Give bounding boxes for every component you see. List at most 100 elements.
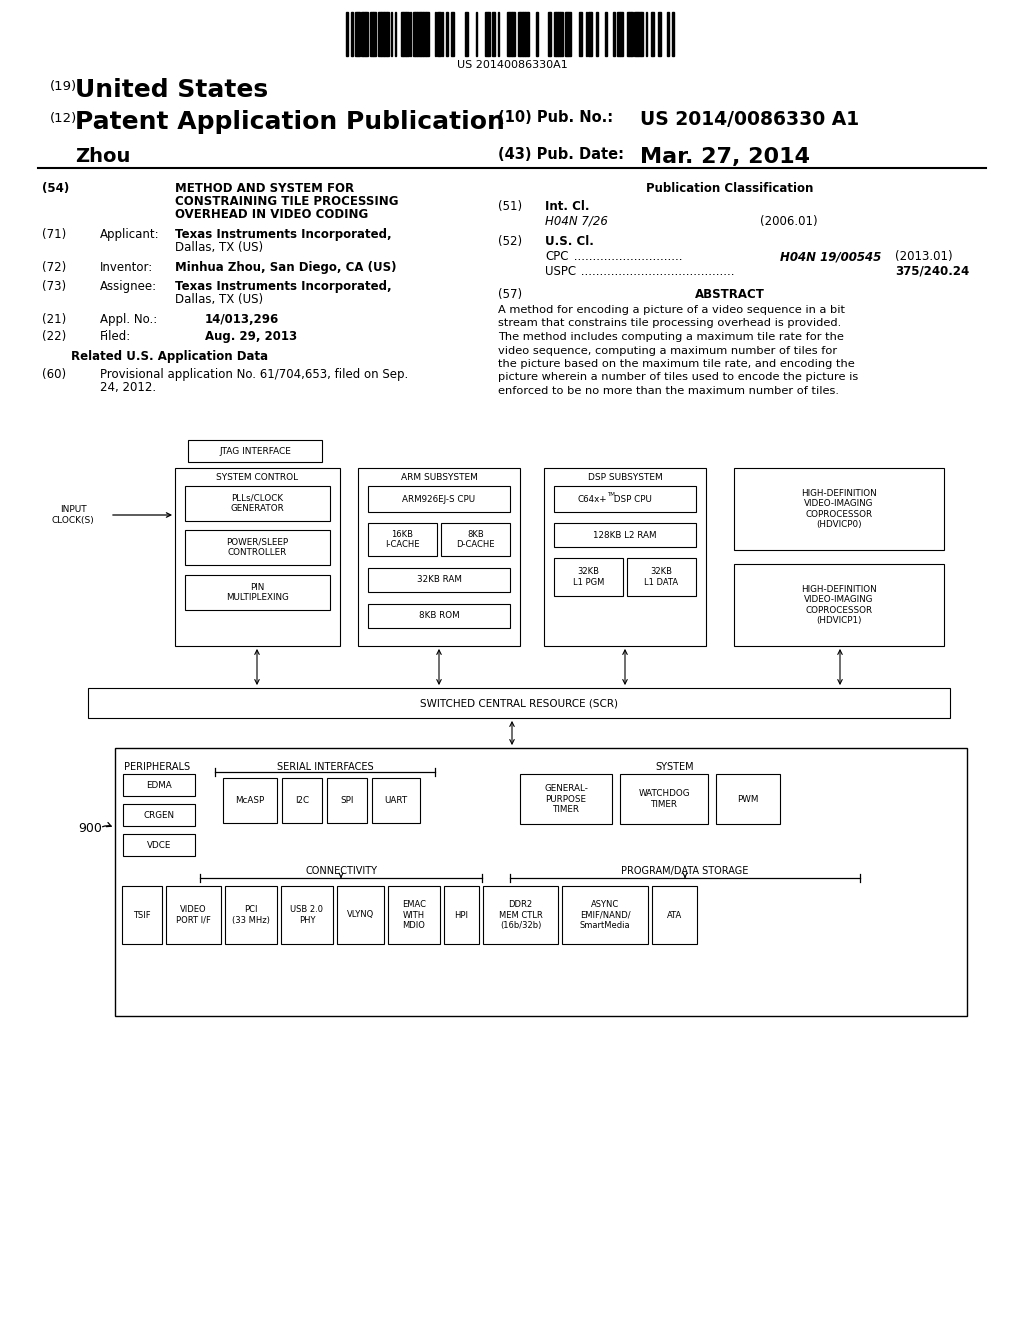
- Text: SYSTEM: SYSTEM: [655, 762, 694, 772]
- Bar: [175, 469, 340, 645]
- Bar: [492, 12, 495, 55]
- Bar: [488, 12, 490, 55]
- Bar: [346, 12, 348, 55]
- Bar: [518, 12, 520, 55]
- Text: CRGEN: CRGEN: [143, 810, 174, 820]
- Text: .............................: .............................: [570, 249, 686, 263]
- Text: DDR2
MEM CTLR
(16b/32b): DDR2 MEM CTLR (16b/32b): [499, 900, 543, 929]
- Bar: [523, 12, 525, 55]
- Text: DSP CPU: DSP CPU: [611, 495, 652, 503]
- Text: HIGH-DEFINITION
VIDEO-IMAGING
COPROCESSOR
(HDVICP1): HIGH-DEFINITION VIDEO-IMAGING COPROCESSO…: [801, 585, 877, 626]
- Bar: [372, 777, 420, 822]
- Text: 375/240.24: 375/240.24: [895, 265, 970, 279]
- Bar: [406, 12, 409, 55]
- Bar: [437, 12, 439, 55]
- Text: TSIF: TSIF: [133, 911, 151, 920]
- Text: HPI: HPI: [455, 911, 469, 920]
- Text: EMAC
WITH
MDIO: EMAC WITH MDIO: [402, 900, 426, 929]
- Text: US 20140086330A1: US 20140086330A1: [457, 59, 567, 70]
- Text: PWM: PWM: [737, 795, 759, 804]
- Text: Patent Application Publication: Patent Application Publication: [75, 110, 505, 135]
- Bar: [446, 12, 449, 55]
- Bar: [185, 531, 330, 565]
- Text: 8KB ROM: 8KB ROM: [419, 611, 460, 620]
- Text: 14/013,296: 14/013,296: [205, 313, 280, 326]
- Text: (10) Pub. No.:: (10) Pub. No.:: [498, 110, 613, 125]
- Bar: [384, 12, 387, 55]
- Text: (73): (73): [42, 280, 67, 293]
- Text: 24, 2012.: 24, 2012.: [100, 381, 156, 393]
- Bar: [652, 886, 697, 944]
- Bar: [451, 12, 454, 55]
- Text: (21): (21): [42, 313, 67, 326]
- Bar: [378, 12, 381, 55]
- Text: USPC: USPC: [545, 265, 577, 279]
- Bar: [627, 558, 696, 597]
- Bar: [485, 12, 488, 55]
- Text: Dallas, TX (US): Dallas, TX (US): [175, 293, 263, 306]
- Text: United States: United States: [75, 78, 268, 102]
- Bar: [525, 12, 528, 55]
- Text: Dallas, TX (US): Dallas, TX (US): [175, 242, 263, 253]
- Bar: [188, 440, 322, 462]
- Text: (57): (57): [498, 288, 522, 301]
- Text: (2006.01): (2006.01): [760, 215, 817, 228]
- Text: OVERHEAD IN VIDEO CODING: OVERHEAD IN VIDEO CODING: [175, 209, 369, 220]
- Bar: [520, 774, 612, 824]
- Bar: [423, 12, 426, 55]
- Text: EDMA: EDMA: [146, 780, 172, 789]
- Bar: [373, 12, 376, 55]
- Text: (22): (22): [42, 330, 67, 343]
- Bar: [634, 12, 636, 55]
- Bar: [554, 558, 623, 597]
- Bar: [441, 523, 510, 556]
- Text: SPI: SPI: [340, 796, 353, 805]
- Text: CONSTRAINING TILE PROCESSING: CONSTRAINING TILE PROCESSING: [175, 195, 398, 209]
- Text: Provisional application No. 61/704,653, filed on Sep.: Provisional application No. 61/704,653, …: [100, 368, 409, 381]
- Bar: [115, 748, 967, 1016]
- Bar: [631, 12, 633, 55]
- Bar: [620, 774, 708, 824]
- Bar: [652, 12, 654, 55]
- Text: 32KB
L1 DATA: 32KB L1 DATA: [644, 568, 679, 586]
- Text: H04N 7/26: H04N 7/26: [545, 215, 608, 228]
- Text: WATCHDOG
TIMER: WATCHDOG TIMER: [638, 789, 690, 809]
- Text: C64x+: C64x+: [578, 495, 607, 503]
- Text: ARM926EJ-S CPU: ARM926EJ-S CPU: [402, 495, 475, 503]
- Text: Assignee:: Assignee:: [100, 280, 157, 293]
- Bar: [368, 523, 437, 556]
- Text: SERIAL INTERFACES: SERIAL INTERFACES: [276, 762, 374, 772]
- Text: ARM SUBSYSTEM: ARM SUBSYSTEM: [400, 473, 477, 482]
- Bar: [568, 12, 571, 55]
- Text: POWER/SLEEP
CONTROLLER: POWER/SLEEP CONTROLLER: [226, 537, 289, 557]
- Bar: [362, 12, 365, 55]
- Bar: [123, 834, 195, 855]
- Bar: [366, 12, 368, 55]
- Text: Filed:: Filed:: [100, 330, 131, 343]
- Bar: [638, 12, 641, 55]
- Bar: [512, 12, 515, 55]
- Text: I2C: I2C: [295, 796, 309, 805]
- Bar: [439, 12, 441, 55]
- Bar: [579, 12, 582, 55]
- Bar: [605, 12, 607, 55]
- Text: (71): (71): [42, 228, 67, 242]
- Bar: [368, 486, 510, 512]
- Text: (60): (60): [42, 368, 67, 381]
- Bar: [122, 886, 162, 944]
- Text: TM: TM: [607, 491, 614, 496]
- Text: VIDEO
PORT I/F: VIDEO PORT I/F: [176, 906, 211, 925]
- Text: Related U.S. Application Data: Related U.S. Application Data: [72, 350, 268, 363]
- Text: Zhou: Zhou: [75, 147, 130, 166]
- Text: (19): (19): [50, 81, 77, 92]
- Bar: [734, 469, 944, 550]
- Text: 32KB RAM: 32KB RAM: [417, 576, 462, 585]
- Bar: [444, 886, 479, 944]
- Text: 32KB
L1 PGM: 32KB L1 PGM: [572, 568, 604, 586]
- Bar: [223, 777, 278, 822]
- Text: Mar. 27, 2014: Mar. 27, 2014: [640, 147, 810, 168]
- Text: (54): (54): [42, 182, 70, 195]
- Bar: [123, 774, 195, 796]
- Text: PIN
MULTIPLEXING: PIN MULTIPLEXING: [226, 583, 289, 602]
- Bar: [123, 804, 195, 826]
